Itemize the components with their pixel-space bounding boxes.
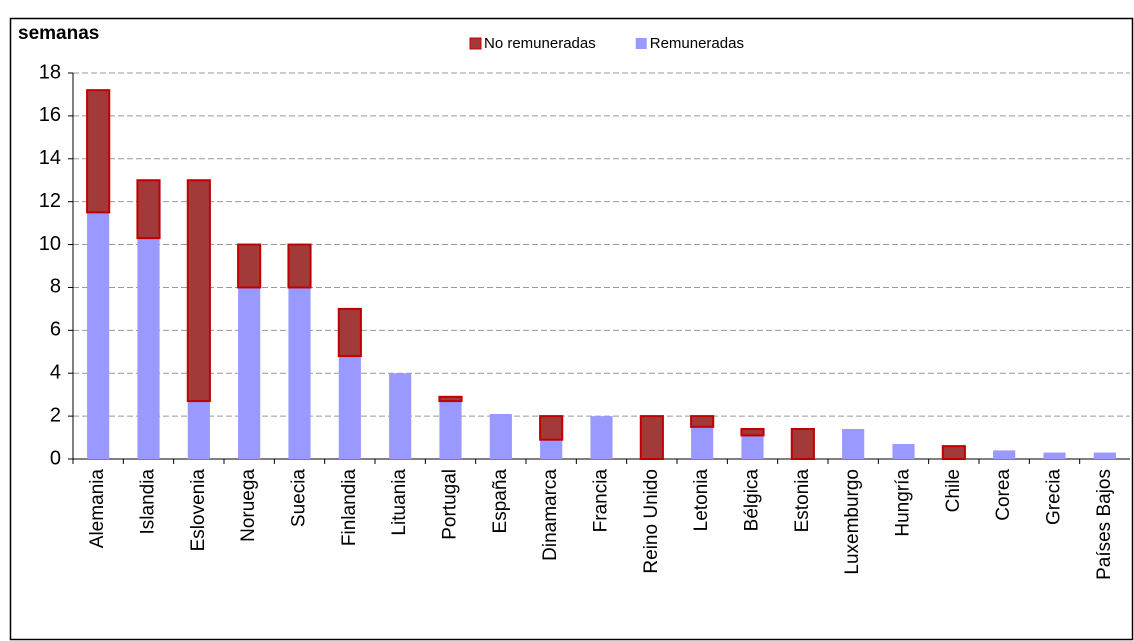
bar-segment — [389, 373, 412, 459]
legend-swatch — [635, 38, 647, 49]
x-tick-label: Lituania — [389, 469, 410, 536]
bar-segment — [941, 445, 966, 460]
bar-segment — [690, 415, 715, 428]
bar-segment — [136, 179, 161, 240]
y-tick-label: 8 — [50, 276, 61, 298]
x-tick-label: Países Bajos — [1094, 469, 1115, 580]
bar-segment — [338, 356, 361, 459]
x-tick-label: Hungría — [893, 469, 914, 537]
bar-segment — [86, 89, 111, 214]
x-tick-label: Grecia — [1044, 469, 1065, 525]
x-tick-label: Dinamarca — [540, 469, 561, 561]
bar-segment — [842, 428, 865, 459]
x-tick-label: Estonia — [792, 469, 813, 533]
bar-segment — [993, 450, 1016, 459]
x-tick-label: Alemania — [87, 469, 108, 549]
y-tick-label: 10 — [39, 233, 61, 255]
bar-segment — [337, 307, 362, 358]
bar-segment — [639, 415, 664, 461]
y-tick-label: 0 — [50, 447, 61, 469]
bar-segment — [892, 443, 915, 459]
y-tick-label: 14 — [39, 147, 61, 169]
bar-segment — [439, 401, 462, 459]
bar-segment — [87, 212, 110, 459]
x-tick-label: Francia — [591, 469, 612, 533]
bar-segment — [287, 243, 312, 289]
bar-segment — [590, 416, 613, 459]
bar-segment — [1043, 452, 1066, 459]
bar-segment — [740, 427, 765, 437]
x-tick-label: Chile — [943, 469, 964, 512]
legend-swatch — [469, 37, 482, 50]
legend-label: No remuneradas — [484, 35, 596, 52]
bar-segment — [237, 243, 262, 289]
bar-segment — [539, 415, 564, 441]
y-tick-label: 2 — [50, 404, 61, 426]
x-tick-label: Eslovenia — [188, 469, 209, 552]
y-tick-label: 6 — [50, 319, 61, 341]
x-tick-label: Suecia — [289, 469, 310, 528]
x-tick-label: Islandia — [138, 469, 159, 535]
bar-segment — [238, 287, 261, 459]
bar-segment — [489, 413, 512, 459]
y-axis-label: semanas — [18, 23, 99, 44]
bar-segment — [186, 179, 211, 403]
bar-segment — [790, 427, 815, 461]
bar-segment — [288, 287, 311, 459]
bar-segment — [187, 401, 210, 459]
y-tick-label: 12 — [39, 190, 61, 212]
x-tick-label: Portugal — [440, 469, 461, 540]
chart-frame — [9, 17, 1134, 641]
x-tick-label: Bélgica — [742, 469, 763, 532]
bar-segment — [741, 435, 764, 459]
x-tick-label: Finlandia — [339, 469, 360, 547]
x-tick-label: Corea — [993, 469, 1014, 521]
x-tick-label: Noruega — [238, 469, 259, 542]
x-tick-label: Reino Unido — [641, 469, 662, 574]
y-tick-label: 18 — [39, 61, 61, 83]
bar-segment — [438, 395, 463, 403]
x-tick-label: Luxemburgo — [842, 469, 863, 575]
x-tick-label: España — [490, 469, 511, 534]
legend-label: Remuneradas — [650, 35, 744, 52]
bar-segment — [137, 238, 160, 459]
bar-segment — [691, 426, 714, 459]
bar-segment — [1093, 452, 1116, 459]
y-tick-label: 16 — [39, 104, 61, 126]
y-tick-label: 4 — [50, 362, 61, 384]
x-tick-label: Letonia — [691, 469, 712, 532]
bar-segment — [540, 439, 563, 459]
